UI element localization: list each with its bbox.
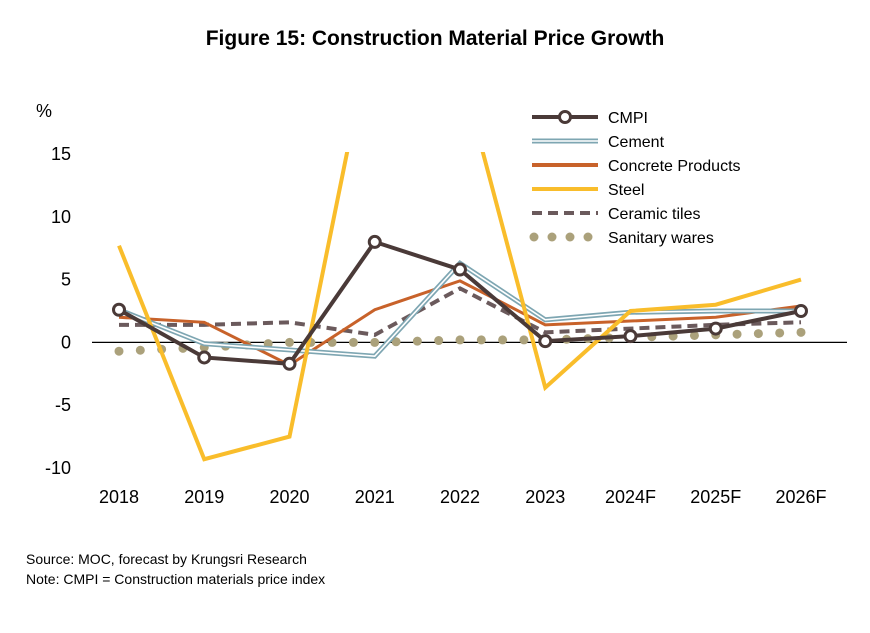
concrete-products-line bbox=[118, 279, 802, 367]
y-tick-label: 0 bbox=[61, 332, 71, 352]
cmpi-marker bbox=[794, 304, 808, 318]
x-tick-label: 2026F bbox=[775, 487, 826, 507]
legend-label: Cement bbox=[608, 134, 665, 151]
legend-item-cement: Cement bbox=[532, 134, 665, 151]
sanitary-dot bbox=[796, 327, 806, 337]
cmpi-marker bbox=[112, 302, 126, 317]
y-tick-label: 5 bbox=[61, 270, 71, 290]
legend-dot bbox=[547, 232, 557, 242]
cmpi-marker bbox=[367, 234, 382, 249]
legend-label: Concrete Products bbox=[608, 158, 741, 175]
legend-label: Sanitary wares bbox=[608, 230, 714, 247]
x-tick-label: 2019 bbox=[184, 487, 224, 507]
y-axis-ticks: 15 10 5 0 -5 -10 bbox=[45, 144, 71, 478]
sanitary-dot bbox=[434, 336, 444, 346]
x-tick-label: 2018 bbox=[99, 487, 139, 507]
legend-marker bbox=[558, 110, 572, 124]
chart-title: Figure 15: Construction Material Price G… bbox=[205, 27, 665, 50]
x-axis-ticks: 2018 2019 2020 2021 2022 2023 2024F 2025F 2026F bbox=[99, 487, 827, 507]
x-tick-label: 2024F bbox=[605, 487, 656, 507]
legend-dot bbox=[565, 232, 575, 242]
sanitary-dot bbox=[498, 335, 508, 345]
x-tick-label: 2021 bbox=[355, 487, 395, 507]
series-concrete-products bbox=[118, 279, 802, 367]
definition-note: Note: CMPI = Construction materials pric… bbox=[26, 571, 326, 587]
sanitary-dot bbox=[732, 329, 742, 339]
sanitary-dot bbox=[412, 336, 422, 346]
legend-item-sanitary-wares: Sanitary wares bbox=[529, 230, 714, 247]
cmpi-marker bbox=[708, 321, 723, 336]
legend-dot bbox=[583, 232, 593, 242]
legend-item-cmpi: CMPI bbox=[532, 110, 648, 127]
ceramic-tiles-line bbox=[119, 286, 802, 337]
sanitary-dot bbox=[476, 335, 486, 345]
cmpi-marker bbox=[282, 356, 297, 371]
legend-item-concrete-products: Concrete Products bbox=[532, 158, 741, 175]
cmpi-marker bbox=[453, 262, 467, 277]
steel-line bbox=[117, 152, 802, 462]
y-axis-unit: % bbox=[36, 101, 52, 121]
sanitary-dot bbox=[391, 337, 401, 347]
sanitary-dot bbox=[753, 329, 763, 339]
legend-item-steel: Steel bbox=[532, 182, 644, 199]
x-tick-label: 2023 bbox=[525, 487, 565, 507]
sanitary-dot bbox=[370, 337, 380, 347]
cmpi-marker bbox=[538, 334, 553, 349]
series-ceramic-tiles bbox=[119, 286, 802, 337]
legend-dot bbox=[529, 232, 539, 242]
series-steel bbox=[117, 152, 802, 462]
x-tick-label: 2025F bbox=[690, 487, 741, 507]
y-tick-label: -10 bbox=[45, 458, 71, 478]
sanitary-dot bbox=[114, 346, 124, 356]
sanitary-dot bbox=[348, 337, 358, 347]
y-tick-label: -5 bbox=[55, 395, 71, 415]
sanitary-dot bbox=[775, 328, 785, 338]
source-note: Source: MOC, forecast by Krungsri Resear… bbox=[26, 551, 307, 567]
legend-label: CMPI bbox=[608, 110, 648, 127]
y-tick-label: 10 bbox=[51, 207, 71, 227]
legend: CMPI Cement Concrete Products Steel Ceramic … bbox=[529, 110, 741, 247]
series-cmpi bbox=[112, 234, 808, 371]
series-sanitary-wares bbox=[114, 327, 806, 356]
cmpi-marker bbox=[197, 350, 212, 365]
sanitary-dot bbox=[455, 335, 465, 345]
y-tick-label: 15 bbox=[51, 144, 71, 164]
sanitary-dot bbox=[285, 337, 294, 347]
legend-label: Ceramic tiles bbox=[608, 206, 700, 223]
legend-label: Steel bbox=[608, 182, 644, 199]
sanitary-dot bbox=[135, 345, 145, 355]
sanitary-dot bbox=[519, 335, 529, 345]
series-layer bbox=[112, 152, 808, 462]
legend-item-ceramic-tiles: Ceramic tiles bbox=[532, 206, 700, 223]
cmpi-marker bbox=[623, 329, 638, 344]
x-tick-label: 2022 bbox=[440, 487, 480, 507]
x-tick-label: 2020 bbox=[269, 487, 309, 507]
sanitary-dot bbox=[689, 330, 699, 340]
